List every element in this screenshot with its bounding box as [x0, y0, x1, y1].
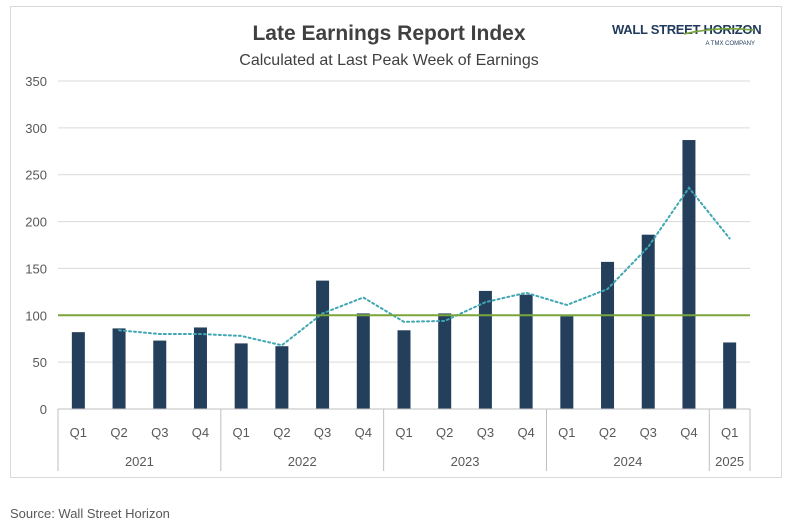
group-label: 2022 [288, 454, 317, 469]
bar [601, 261, 615, 409]
x-tick-label: Q4 [192, 425, 209, 440]
bar [397, 330, 411, 409]
logo-tagline: A TMX COMPANY [705, 41, 755, 47]
x-tick-label: Q3 [640, 425, 657, 440]
x-tick-label: Q1 [558, 425, 575, 440]
logo-wordmark: WALL STREET HORIZON [612, 22, 762, 37]
group-label: 2025 [715, 454, 744, 469]
y-tick-label: 250 [25, 168, 47, 183]
x-tick-label: Q3 [314, 425, 331, 440]
x-tick-label: Q4 [680, 425, 697, 440]
bar [682, 140, 696, 410]
x-tick-label: Q1 [721, 425, 738, 440]
bar [438, 313, 452, 409]
bar [234, 343, 248, 409]
group-label: 2024 [613, 454, 642, 469]
y-tick-label: 300 [25, 121, 47, 136]
x-tick-label: Q1 [395, 425, 412, 440]
chart-title: Late Earnings Report Index [252, 22, 526, 45]
chart-subtitle: Calculated at Last Peak Week of Earnings [239, 52, 539, 69]
y-tick-label: 200 [25, 215, 47, 230]
x-tick-label: Q2 [599, 425, 616, 440]
x-tick-label: Q2 [110, 425, 127, 440]
x-tick-label: Q3 [477, 425, 494, 440]
y-tick-label: 100 [25, 308, 47, 323]
x-tick-label: Q3 [151, 425, 168, 440]
source-note: Source: Wall Street Horizon [10, 506, 170, 521]
x-tick-label: Q2 [436, 425, 453, 440]
bar [356, 313, 370, 409]
bar [723, 342, 737, 409]
wall-street-horizon-logo: WALL STREET HORIZON A TMX COMPANY [612, 22, 762, 58]
bar [275, 346, 289, 409]
bar [193, 327, 207, 409]
x-tick-label: Q4 [355, 425, 372, 440]
bar [478, 290, 492, 409]
y-tick-label: 150 [25, 261, 47, 276]
bar [112, 328, 126, 409]
bar [560, 316, 574, 409]
y-tick-label: 0 [40, 402, 47, 417]
bar [641, 234, 655, 409]
bar [519, 294, 533, 409]
y-tick-label: 350 [25, 74, 47, 89]
x-tick-label: Q1 [70, 425, 87, 440]
x-tick-label: Q4 [517, 425, 534, 440]
group-label: 2023 [451, 454, 480, 469]
x-tick-label: Q2 [273, 425, 290, 440]
group-label: 2021 [125, 454, 154, 469]
bar [316, 280, 330, 409]
bar [153, 340, 167, 409]
trend-line [118, 186, 731, 347]
logo-swoosh-icon [683, 27, 755, 35]
x-tick-label: Q1 [233, 425, 250, 440]
bar [71, 332, 85, 409]
y-tick-label: 50 [33, 355, 47, 370]
